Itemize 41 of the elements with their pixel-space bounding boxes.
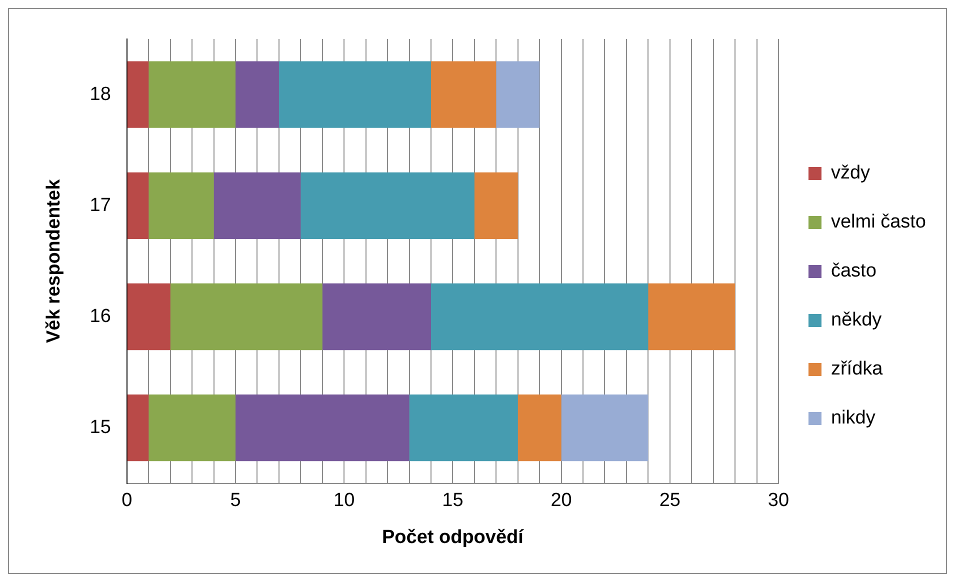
- legend-label: často: [830, 260, 876, 282]
- legend-label: zřídka: [830, 358, 884, 380]
- bar: [300, 172, 474, 239]
- bar: [409, 394, 518, 462]
- y-tick-label: 18: [90, 84, 111, 105]
- x-tick-label: 5: [230, 490, 241, 512]
- bar: [236, 61, 279, 128]
- bar: [170, 283, 322, 350]
- x-tick-label: 30: [768, 490, 790, 512]
- legend-label: někdy: [830, 310, 882, 331]
- bar: [518, 394, 562, 462]
- bar: [148, 172, 214, 239]
- bar: [127, 394, 149, 462]
- x-tick-label: 20: [550, 490, 572, 512]
- bar: [278, 61, 431, 128]
- x-tick-label: 15: [442, 490, 464, 512]
- bar: [430, 283, 648, 350]
- bar: [127, 283, 170, 350]
- bar: [127, 172, 149, 239]
- x-tick-label: 25: [659, 490, 680, 512]
- y-tick-label: 16: [90, 306, 111, 327]
- legend-label: velmi často: [830, 212, 926, 233]
- bar: [496, 61, 540, 128]
- bar: [148, 61, 236, 128]
- y-tick-label: 17: [90, 194, 111, 216]
- bar: [648, 283, 736, 350]
- bar: [561, 394, 648, 462]
- bar: [148, 394, 236, 462]
- x-tick-label: 10: [334, 490, 355, 512]
- y-tick-label: 15: [90, 417, 111, 438]
- bar: [127, 61, 149, 128]
- y-axis-title: Věk respondentek: [44, 178, 65, 344]
- bar: [430, 61, 496, 128]
- bar: [322, 283, 431, 350]
- x-axis-title: Počet odpovědí: [382, 526, 524, 548]
- legend-label: vždy: [830, 162, 871, 184]
- bar: [214, 172, 301, 239]
- legend-label: nikdy: [830, 408, 876, 429]
- bar: [236, 394, 410, 462]
- x-tick-label: 0: [122, 490, 132, 512]
- bar: [474, 172, 518, 239]
